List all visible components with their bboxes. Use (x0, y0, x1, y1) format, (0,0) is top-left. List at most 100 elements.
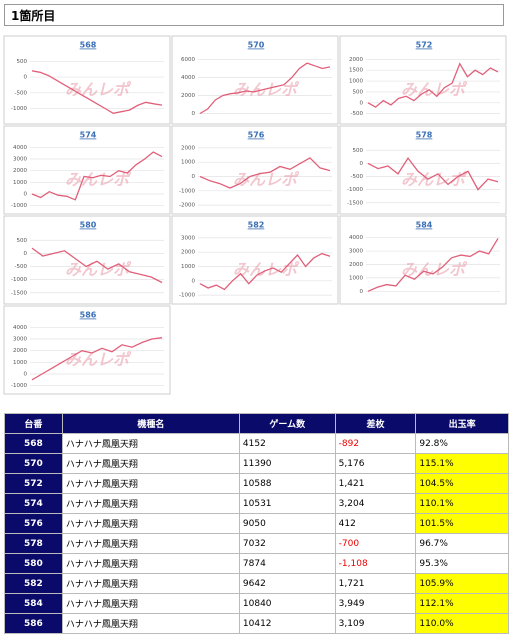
mini-chart: 578 500 0 -500 -1000 -1500 みんレポ (339, 125, 507, 215)
y-tick-label: 2000 (181, 145, 195, 151)
y-tick-label: 0 (360, 161, 364, 167)
table-cell: 576 (4, 513, 63, 534)
chart-title: 568 (80, 41, 97, 50)
table-cell: ハナハナ鳳凰天翔 (61, 473, 240, 494)
y-tick-label: 0 (24, 251, 28, 257)
table-cell: 4152 (238, 433, 336, 454)
y-tick-label: 1000 (181, 264, 195, 270)
y-tick-label: 6000 (181, 57, 195, 63)
table-row: 586 ハナハナ鳳凰天翔 10412 3,109 110.0% (4, 613, 509, 634)
mini-chart: 582 -1000 0 1000 2000 3000 みんレポ (171, 215, 339, 305)
table-cell: 1,421 (334, 473, 417, 494)
y-tick-label: 3000 (13, 337, 27, 343)
watermark: みんレポ (401, 80, 468, 99)
y-tick-label: 0 (192, 111, 196, 117)
table-cell: 110.1% (415, 493, 509, 514)
chart-title: 572 (416, 41, 433, 50)
chart-frame (3, 305, 171, 395)
mini-chart: 580 500 0 -500 -1000 -1500 みんレポ (3, 215, 171, 305)
chart-grid: 568 500 0 -500 -1000 みんレポ 570 0 2000 4000 6000 みんレポ… (3, 35, 507, 395)
y-tick-label: 0 (360, 289, 364, 295)
y-tick-label: 1000 (13, 360, 27, 366)
table-row: 572 ハナハナ鳳凰天翔 10588 1,421 104.5% (4, 473, 509, 494)
y-tick-label: -1000 (179, 188, 195, 194)
table-row: 578 ハナハナ鳳凰天翔 7032 -700 96.7% (4, 533, 509, 554)
chart-frame (339, 35, 507, 125)
table-row: 576 ハナハナ鳳凰天翔 9050 412 101.5% (4, 513, 509, 534)
table-cell: 101.5% (415, 513, 509, 534)
table-cell: 412 (334, 513, 417, 534)
y-tick-label: 2000 (349, 57, 363, 63)
table-body: 568 ハナハナ鳳凰天翔 4152 -892 92.8% 570 ハナハナ鳳凰天翔 11390… (4, 433, 509, 634)
y-tick-label: -1500 (11, 290, 27, 296)
table-cell: 584 (4, 593, 63, 614)
chart-title: 578 (416, 131, 433, 140)
y-tick-label: 4000 (181, 75, 195, 81)
table-cell: 9642 (238, 573, 336, 594)
y-tick-label: 3000 (349, 249, 363, 255)
table-cell: 582 (4, 573, 63, 594)
y-tick-label: -500 (351, 174, 364, 180)
y-tick-label: 1000 (349, 275, 363, 281)
y-tick-label: 1500 (349, 68, 363, 74)
y-tick-label: 4000 (13, 325, 27, 331)
table-cell: 115.1% (415, 453, 509, 474)
table-cell: 10840 (238, 593, 336, 614)
y-tick-label: 500 (353, 148, 364, 154)
y-tick-label: -1000 (179, 293, 195, 299)
chart-frame (339, 125, 507, 215)
chart-frame (3, 215, 171, 305)
y-tick-label: -500 (351, 111, 364, 117)
line (31, 151, 163, 201)
table-cell: ハナハナ鳳凰天翔 (61, 493, 240, 514)
y-tick-label: 500 (17, 59, 28, 65)
chart-title: 580 (80, 221, 97, 230)
table-cell: -1,108 (334, 553, 417, 574)
header-title: 1箇所目 (4, 4, 504, 26)
watermark: みんレポ (65, 260, 132, 279)
y-tick-label: -500 (15, 90, 28, 96)
chart-frame (3, 125, 171, 215)
table-row: 584 ハナハナ鳳凰天翔 10840 3,949 112.1% (4, 593, 509, 614)
watermark: みんレポ (401, 260, 468, 279)
watermark: みんレポ (65, 170, 132, 189)
table-cell: 11390 (238, 453, 336, 474)
mini-chart: 574 -1000 0 1000 2000 3000 4000 みんレポ (3, 125, 171, 215)
y-tick-label: -1000 (11, 203, 27, 209)
table-cell: 574 (4, 493, 63, 514)
table-cell: 3,949 (334, 593, 417, 614)
table-cell: ハナハナ鳳凰天翔 (61, 553, 240, 574)
watermark: みんレポ (65, 350, 132, 369)
table-cell: 586 (4, 613, 63, 634)
line (367, 156, 499, 191)
line (199, 157, 331, 189)
y-tick-label: -1000 (11, 383, 27, 389)
table-cell: ハナハナ鳳凰天翔 (61, 453, 240, 474)
table-cell: 3,109 (334, 613, 417, 634)
y-tick-label: -500 (15, 264, 28, 270)
y-tick-label: 500 (353, 89, 364, 95)
y-tick-label: -1000 (347, 187, 363, 193)
table-cell: 110.0% (415, 613, 509, 634)
y-tick-label: -1000 (11, 277, 27, 283)
y-tick-label: -2000 (179, 203, 195, 209)
table-cell: 104.5% (415, 473, 509, 494)
y-tick-label: 4000 (349, 235, 363, 241)
y-tick-label: 500 (17, 238, 28, 244)
y-tick-label: 1000 (13, 180, 27, 186)
table-cell: 578 (4, 533, 63, 554)
column-header: ゲーム数 (238, 413, 336, 434)
table-cell: 5,176 (334, 453, 417, 474)
table-cell: 10588 (238, 473, 336, 494)
line (31, 247, 163, 284)
y-tick-label: 0 (24, 372, 28, 378)
mini-chart: 584 0 1000 2000 3000 4000 みんレポ (339, 215, 507, 305)
y-tick-label: 2000 (349, 262, 363, 268)
data-table: 台番 機種名 ゲーム数 差枚 出玉率 568 ハナハナ鳳凰天翔 4152 -892 92.8% 5… (4, 413, 509, 634)
chart-title: 574 (80, 131, 97, 140)
table-row: 580 ハナハナ鳳凰天翔 7874 -1,108 95.3% (4, 553, 509, 574)
table-cell: ハナハナ鳳凰天翔 (61, 613, 240, 634)
table-cell: 570 (4, 453, 63, 474)
chart-title: 586 (80, 311, 97, 320)
y-tick-label: 0 (24, 192, 28, 198)
